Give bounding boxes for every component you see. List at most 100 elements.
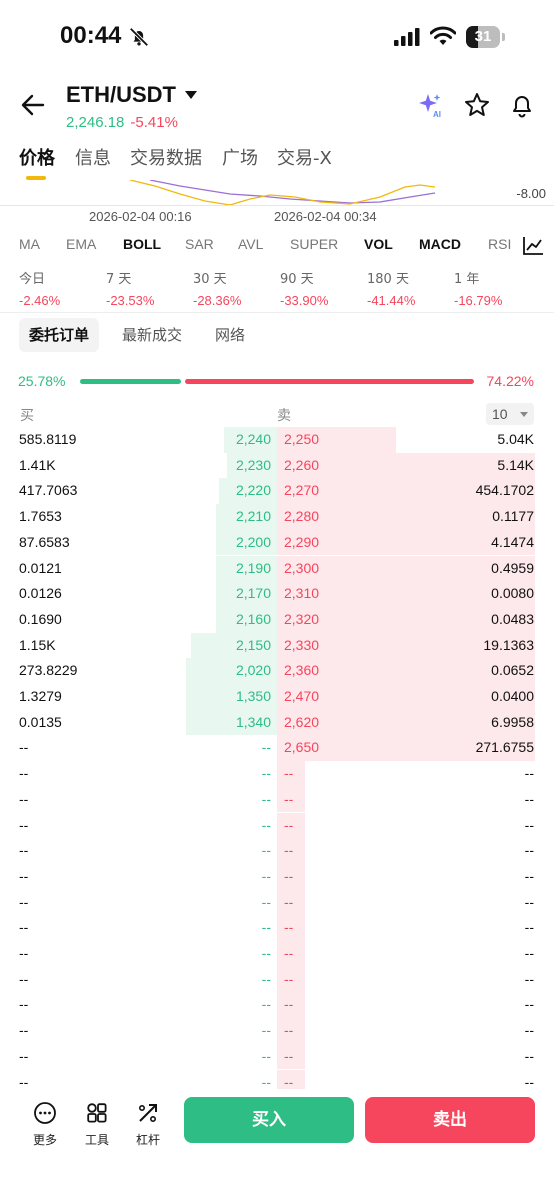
indicator-boll[interactable]: BOLL: [123, 236, 162, 252]
tab-square[interactable]: 广场: [222, 148, 258, 169]
chart-y-label: -8.00: [516, 186, 546, 201]
more-label: 更多: [32, 1133, 57, 1147]
tools-button[interactable]: 工具: [77, 1101, 117, 1148]
indicator-avl[interactable]: AVL: [238, 236, 264, 252]
indicator-super[interactable]: SUPER: [290, 236, 339, 252]
leverage-button[interactable]: 杠杆: [128, 1101, 168, 1148]
order-book-row[interactable]: 1.7653 2,210 2,280 0.1177: [0, 504, 554, 530]
ask-price: --: [284, 1073, 294, 1090]
order-book-row[interactable]: -- -- -- --: [0, 812, 554, 839]
tools-label: 工具: [84, 1133, 109, 1147]
perf-30d: 30 天 -28.36%: [193, 268, 273, 308]
ask-price: --: [284, 1022, 294, 1039]
tab-info[interactable]: 信息: [75, 148, 111, 169]
bid-quantity: --: [19, 842, 29, 859]
bid-quantity: 0.0126: [19, 585, 62, 602]
order-book-row[interactable]: 0.0126 2,170 2,310 0.0080: [0, 581, 554, 607]
ask-depth-bar: [277, 529, 535, 556]
tab-recent-trades[interactable]: 最新成交: [122, 326, 183, 344]
indicator-macd[interactable]: MACD: [419, 236, 461, 252]
perf-label: 180 天: [367, 272, 409, 287]
bid-price: --: [261, 893, 271, 910]
order-book-row[interactable]: 1.3279 1,350 2,470 0.0400: [0, 684, 554, 710]
pair-title[interactable]: ETH/USDT: [66, 82, 176, 107]
order-book-row[interactable]: 0.1690 2,160 2,320 0.0483: [0, 606, 554, 633]
indicator-rsi[interactable]: RSI: [488, 236, 512, 252]
indicator-ema[interactable]: EMA: [66, 236, 97, 252]
order-book-row[interactable]: -- -- -- --: [0, 966, 554, 993]
bid-quantity: 585.8119: [19, 431, 77, 447]
bid-price: --: [261, 919, 271, 936]
indicator-chart[interactable]: [0, 180, 554, 206]
order-book-row[interactable]: 273.8229 2,020 2,360 0.0652: [0, 658, 554, 684]
order-book-row[interactable]: 1.41K 2,230 2,260 5.14K: [0, 452, 554, 479]
order-book-row[interactable]: -- -- -- --: [0, 915, 554, 941]
leverage-icon: [138, 1104, 157, 1123]
order-book-row[interactable]: -- -- -- --: [0, 992, 554, 1019]
order-book-row[interactable]: -- -- -- --: [0, 941, 554, 967]
order-book-row[interactable]: 417.7063 2,220 2,270 454.1702: [0, 478, 554, 505]
perf-value: -16.79%: [454, 293, 503, 308]
buy-ratio: 25.78%: [18, 373, 66, 389]
more-button[interactable]: 更多: [25, 1101, 65, 1148]
tab-trading-data[interactable]: 交易数据: [130, 148, 202, 169]
sell-button[interactable]: 卖出: [365, 1097, 535, 1143]
bell-icon[interactable]: [509, 92, 535, 118]
bid-depth-bar: [216, 504, 277, 530]
depth-select[interactable]: 10: [486, 403, 534, 425]
order-book-row[interactable]: 585.8119 2,240 2,250 5.04K: [0, 427, 554, 453]
bid-quantity: 1.7653: [19, 508, 62, 525]
ask-price: 2,620: [284, 713, 320, 730]
order-book-row[interactable]: -- -- -- --: [0, 761, 554, 787]
ask-price: 2,300: [284, 559, 320, 576]
perf-1y: 1 年 -16.79%: [454, 268, 534, 308]
chart-settings-icon[interactable]: [522, 236, 544, 256]
order-book-row[interactable]: -- -- -- --: [0, 786, 554, 813]
ask-quantity: 5.04K: [497, 431, 534, 447]
order-book-row[interactable]: 87.6583 2,200 2,290 4.1474: [0, 529, 554, 556]
ask-depth-bar: [277, 452, 535, 479]
indicator-ma[interactable]: MA: [19, 236, 40, 252]
order-book-row[interactable]: -- -- 2,650 271.6755: [0, 735, 554, 762]
ask-quantity: --: [524, 842, 534, 859]
bid-price: --: [261, 970, 271, 987]
ai-sparkle-icon[interactable]: AI: [418, 92, 444, 118]
back-arrow-icon[interactable]: [20, 92, 46, 118]
bid-price: --: [261, 1073, 271, 1090]
ask-price: 2,260: [284, 456, 320, 473]
battery-icon: 31: [466, 26, 506, 48]
depth-value: 10: [492, 406, 508, 422]
bid-quantity: --: [19, 970, 29, 987]
order-book-row[interactable]: -- -- -- --: [0, 1043, 554, 1070]
indicator-vol[interactable]: VOL: [364, 236, 393, 252]
perf-today: 今日 -2.46%: [19, 268, 99, 308]
tab-trade-x[interactable]: 交易-X: [277, 148, 332, 169]
caret-down-icon[interactable]: [184, 90, 198, 100]
ask-price: --: [284, 919, 294, 936]
order-book-row[interactable]: -- -- -- --: [0, 863, 554, 890]
star-icon[interactable]: [464, 92, 490, 118]
tab-price[interactable]: 价格: [19, 148, 55, 169]
tab-order-book[interactable]: 委托订单: [19, 318, 100, 352]
buy-button[interactable]: 买入: [184, 1097, 354, 1143]
bid-price: --: [261, 790, 271, 807]
tools-grid-icon: [87, 1103, 107, 1123]
indicator-row: MA EMA BOLL SAR AVL SUPER VOL MACD RSI: [0, 236, 554, 258]
indicator-sar[interactable]: SAR: [185, 236, 214, 252]
perf-value: -41.44%: [367, 293, 416, 308]
order-book-row[interactable]: -- -- -- --: [0, 1018, 554, 1044]
order-book-row[interactable]: -- -- -- --: [0, 838, 554, 864]
tab-network[interactable]: 网络: [215, 326, 246, 344]
order-book-row[interactable]: 0.0121 2,190 2,300 0.4959: [0, 555, 554, 582]
order-book-row[interactable]: 0.0135 1,340 2,620 6.9958: [0, 709, 554, 736]
order-book-row[interactable]: 1.15K 2,150 2,330 19.1363: [0, 632, 554, 659]
bid-depth-bar: [185, 709, 277, 736]
bid-price: --: [261, 996, 271, 1013]
last-price: 2,246.18: [66, 114, 125, 131]
ask-depth-bar: [277, 966, 305, 993]
order-book-row[interactable]: -- -- -- --: [0, 1069, 554, 1090]
order-book-row[interactable]: -- -- -- --: [0, 889, 554, 916]
ask-quantity: --: [524, 893, 534, 910]
ask-quantity: --: [524, 1073, 534, 1090]
ask-depth-bar: [277, 735, 535, 762]
